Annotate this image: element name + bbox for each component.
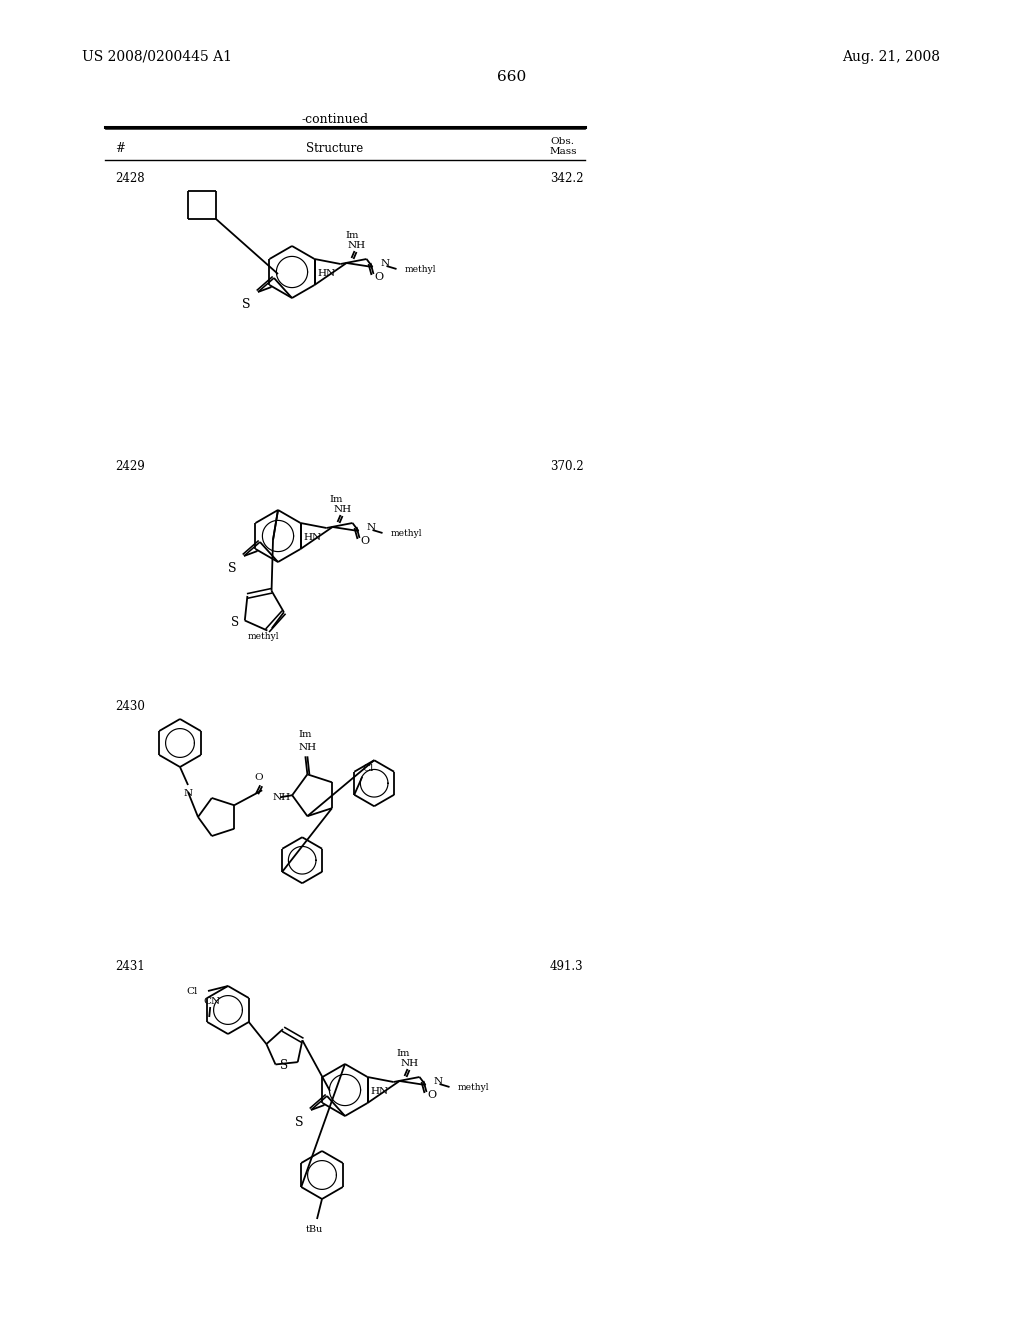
- Text: methyl: methyl: [248, 632, 280, 640]
- Text: 370.2: 370.2: [550, 459, 584, 473]
- Text: 2431: 2431: [115, 960, 144, 973]
- Text: Cl: Cl: [362, 764, 374, 774]
- Text: O: O: [374, 272, 383, 282]
- Text: methyl: methyl: [404, 264, 436, 273]
- Text: Im: Im: [299, 730, 312, 739]
- Text: HN: HN: [371, 1086, 389, 1096]
- Text: S: S: [242, 297, 250, 310]
- Text: NH: NH: [334, 504, 351, 513]
- Text: 660: 660: [498, 70, 526, 84]
- Text: Im: Im: [346, 231, 359, 239]
- Text: 2430: 2430: [115, 700, 144, 713]
- Text: S: S: [227, 561, 237, 574]
- Text: O: O: [360, 536, 369, 546]
- Text: Im: Im: [397, 1048, 411, 1057]
- Text: Obs.: Obs.: [550, 137, 574, 147]
- Text: methyl: methyl: [390, 528, 422, 537]
- Text: Im: Im: [330, 495, 343, 503]
- Text: US 2008/0200445 A1: US 2008/0200445 A1: [82, 50, 232, 63]
- Text: Cl: Cl: [186, 986, 198, 995]
- Text: O: O: [427, 1090, 436, 1100]
- Text: tBu: tBu: [305, 1225, 323, 1233]
- Text: methyl: methyl: [458, 1082, 489, 1092]
- Text: HN: HN: [317, 268, 336, 277]
- Text: NH: NH: [400, 1059, 419, 1068]
- Text: 342.2: 342.2: [550, 172, 584, 185]
- Text: N: N: [433, 1077, 442, 1086]
- Text: #: #: [115, 143, 125, 154]
- Text: Mass: Mass: [550, 147, 578, 156]
- Text: 2429: 2429: [115, 459, 144, 473]
- Text: S: S: [295, 1115, 303, 1129]
- Text: 2428: 2428: [115, 172, 144, 185]
- Text: 491.3: 491.3: [550, 960, 584, 973]
- Text: HN: HN: [303, 532, 322, 541]
- Text: S: S: [280, 1059, 288, 1072]
- Text: -continued: -continued: [301, 114, 369, 125]
- Text: S: S: [230, 616, 239, 630]
- Text: NH: NH: [272, 793, 291, 801]
- Text: N: N: [367, 524, 376, 532]
- Text: Aug. 21, 2008: Aug. 21, 2008: [842, 50, 940, 63]
- Text: CN: CN: [204, 998, 221, 1006]
- Text: NH: NH: [298, 743, 316, 752]
- Text: N: N: [381, 260, 390, 268]
- Text: NH: NH: [347, 240, 366, 249]
- Text: O: O: [255, 772, 263, 781]
- Text: Structure: Structure: [306, 143, 364, 154]
- Text: N: N: [183, 789, 193, 799]
